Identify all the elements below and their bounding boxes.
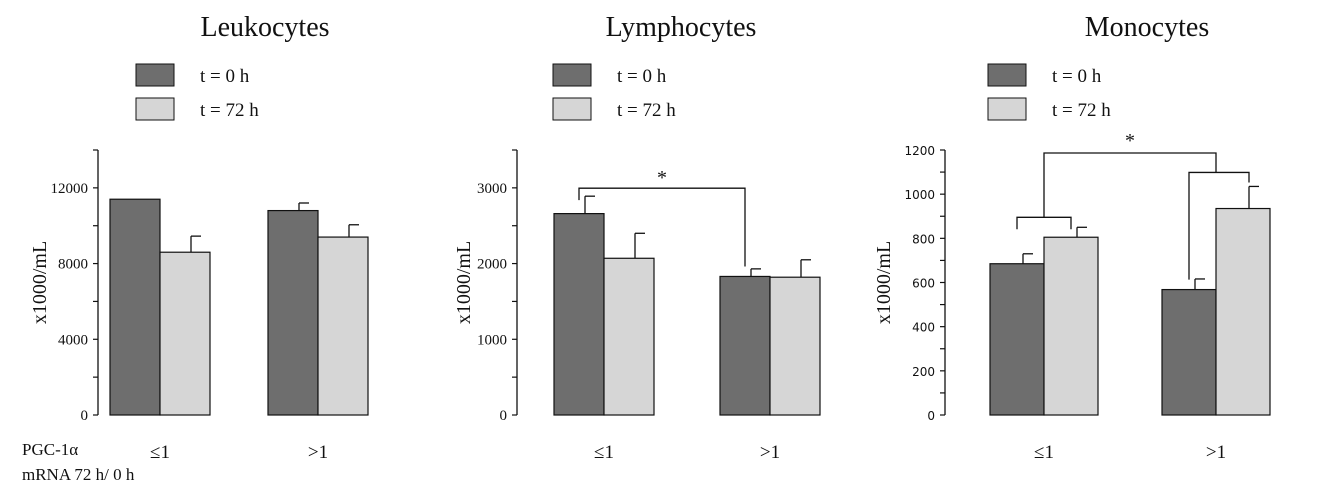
lymphocytes-x-tick-label-cat1: >1 bbox=[760, 442, 780, 463]
leukocytes-y-tick-label: 0 bbox=[81, 408, 89, 424]
leukocytes-y-tick-label: 8000 bbox=[58, 257, 88, 273]
leukocytes-bar-t72-cat0 bbox=[159, 251, 211, 416]
monocytes-significance-star: * bbox=[1125, 130, 1135, 152]
monocytes-panel: Monocytes t = 0 h t = 72 h 0 200 400 600 800 100… bbox=[873, 12, 1271, 463]
lymphocytes-significance-star: * bbox=[657, 167, 667, 189]
lymphocytes-bar-t72-cat1 bbox=[769, 276, 821, 416]
monocytes-title: Monocytes bbox=[1085, 12, 1209, 43]
monocytes-legend-label-t72: t = 72 h bbox=[1052, 100, 1111, 121]
monocytes-y-tick-label: 200 bbox=[912, 365, 935, 379]
mrna-ratio-label: mRNA 72 h/ 0 h bbox=[22, 465, 135, 484]
lymphocytes-y-tick-label: 3000 bbox=[477, 181, 507, 197]
monocytes-y-tick-label: 400 bbox=[912, 321, 935, 335]
lymphocytes-legend-swatch-t72 bbox=[552, 97, 592, 121]
lymphocytes-bar-t72-cat0 bbox=[603, 257, 655, 416]
monocytes-x-tick-label-cat0: ≤1 bbox=[1034, 442, 1054, 463]
lymphocytes-legend-label-t0: t = 0 h bbox=[617, 66, 667, 87]
lymphocytes-title: Lymphocytes bbox=[606, 12, 757, 43]
lymphocytes-legend-swatch-t0 bbox=[552, 63, 592, 87]
leukocytes-legend-label-t72: t = 72 h bbox=[200, 100, 259, 121]
monocytes-y-tick-label: 800 bbox=[912, 232, 935, 246]
leukocytes-bar-t0-cat1 bbox=[267, 209, 319, 416]
monocytes-y-tick-label: 0 bbox=[927, 409, 935, 423]
lymphocytes-panel: Lymphocytes t = 0 h t = 72 h 0 1000 2000 3000 x… bbox=[453, 12, 821, 463]
lymphocytes-y-axis-label: x1000/mL bbox=[453, 241, 475, 324]
lymphocytes-bar-t0-cat0 bbox=[553, 213, 605, 416]
lymphocytes-y-tick-label: 2000 bbox=[477, 257, 507, 273]
monocytes-significance-bracket bbox=[1043, 152, 1217, 218]
leukocytes-title: Leukocytes bbox=[200, 12, 329, 43]
leukocytes-x-tick-label-cat0: ≤1 bbox=[150, 442, 170, 463]
lymphocytes-significance-bracket bbox=[578, 187, 746, 267]
lymphocytes-y-tick-label: 1000 bbox=[477, 332, 507, 348]
leukocytes-bar-t72-cat1 bbox=[317, 236, 369, 416]
pgc1a-label: PGC-1α bbox=[22, 440, 79, 459]
leukocytes-bar-t0-cat0 bbox=[109, 198, 161, 416]
leukocytes-y-tick-label: 4000 bbox=[58, 332, 88, 348]
monocytes-bar-t0-cat1 bbox=[1161, 288, 1217, 416]
leukocytes-legend-swatch-t0 bbox=[135, 63, 175, 87]
lymphocytes-legend-label-t72: t = 72 h bbox=[617, 100, 676, 121]
monocytes-y-tick-label: 1200 bbox=[904, 144, 935, 158]
lymphocytes-bar-t0-cat1 bbox=[719, 275, 771, 416]
monocytes-legend-swatch-t0 bbox=[987, 63, 1027, 87]
leukocytes-legend-label-t0: t = 0 h bbox=[200, 66, 250, 87]
monocytes-bar-t0-cat0 bbox=[989, 263, 1045, 416]
monocytes-group-bracket-cat1 bbox=[1188, 171, 1250, 280]
leukocytes-x-tick-label-cat1: >1 bbox=[308, 442, 328, 463]
monocytes-x-tick-label-cat1: >1 bbox=[1206, 442, 1226, 463]
leukocytes-y-tick-label: 12000 bbox=[51, 181, 89, 197]
monocytes-y-tick-label: 1000 bbox=[904, 188, 935, 202]
monocytes-bar-t72-cat1 bbox=[1215, 207, 1271, 416]
leukocytes-legend-swatch-t72 bbox=[135, 97, 175, 121]
leukocytes-y-axis-label: x1000/mL bbox=[29, 241, 51, 324]
lymphocytes-x-tick-label-cat0: ≤1 bbox=[594, 442, 614, 463]
monocytes-legend-label-t0: t = 0 h bbox=[1052, 66, 1102, 87]
monocytes-y-axis-label: x1000/mL bbox=[873, 241, 895, 324]
monocytes-legend-swatch-t72 bbox=[987, 97, 1027, 121]
lymphocytes-y-tick-label: 0 bbox=[500, 408, 508, 424]
monocytes-y-tick-label: 600 bbox=[912, 277, 935, 291]
leukocytes-panel: Leukocytes t = 0 h t = 72 h 0 4000 8000 12000 x… bbox=[29, 12, 369, 463]
monocytes-bar-t72-cat0 bbox=[1043, 236, 1099, 416]
monocytes-group-bracket-cat0 bbox=[1016, 216, 1072, 230]
